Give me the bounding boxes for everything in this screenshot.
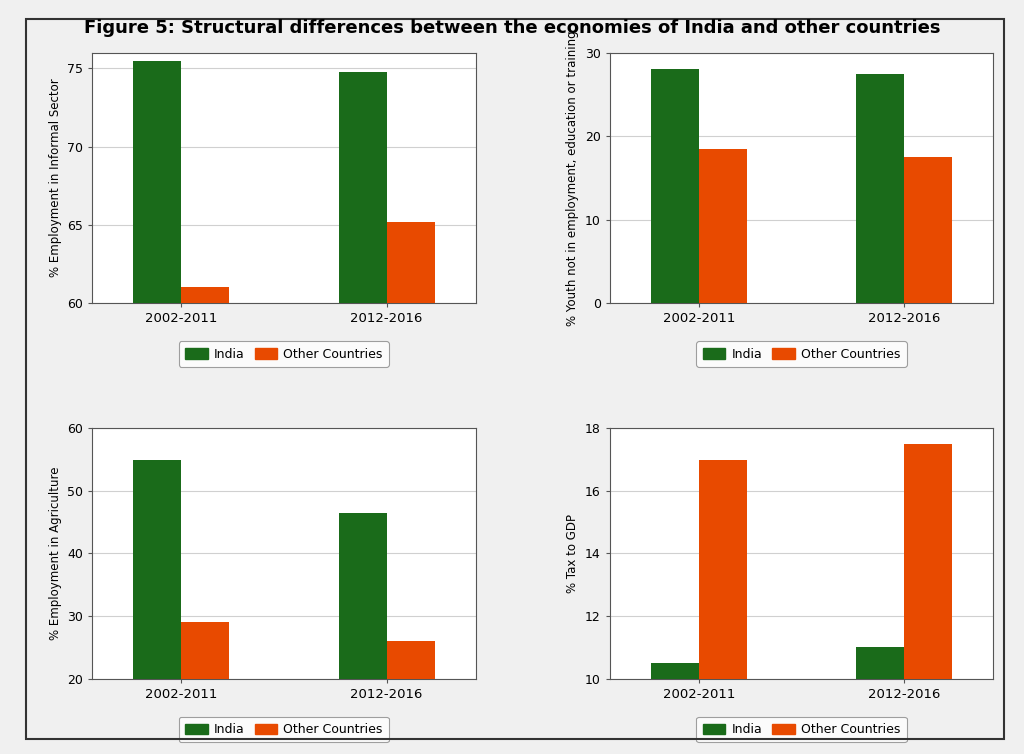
- Legend: India, Other Countries: India, Other Countries: [696, 342, 906, 367]
- Text: Figure 5: Structural differences between the economies of India and other countr: Figure 5: Structural differences between…: [84, 19, 940, 37]
- Legend: India, Other Countries: India, Other Countries: [179, 342, 389, 367]
- Bar: [133, 459, 181, 679]
- Bar: [387, 641, 434, 679]
- Bar: [904, 157, 952, 303]
- Legend: India, Other Countries: India, Other Countries: [179, 717, 389, 743]
- Bar: [904, 444, 952, 679]
- Bar: [651, 663, 698, 679]
- Bar: [698, 459, 746, 679]
- Bar: [698, 149, 746, 303]
- Bar: [339, 513, 387, 679]
- Bar: [387, 222, 434, 303]
- Y-axis label: % Youth not in employment, education or training: % Youth not in employment, education or …: [566, 30, 580, 326]
- Y-axis label: % Tax to GDP: % Tax to GDP: [566, 514, 580, 593]
- Bar: [181, 287, 229, 303]
- Bar: [856, 74, 904, 303]
- Y-axis label: % Employment in Agriculture: % Employment in Agriculture: [48, 467, 61, 640]
- Y-axis label: % Employment in Informal Sector: % Employment in Informal Sector: [48, 78, 61, 277]
- Bar: [181, 622, 229, 679]
- Bar: [133, 60, 181, 303]
- Bar: [651, 69, 698, 303]
- Bar: [856, 647, 904, 679]
- Bar: [339, 72, 387, 303]
- Legend: India, Other Countries: India, Other Countries: [696, 717, 906, 743]
